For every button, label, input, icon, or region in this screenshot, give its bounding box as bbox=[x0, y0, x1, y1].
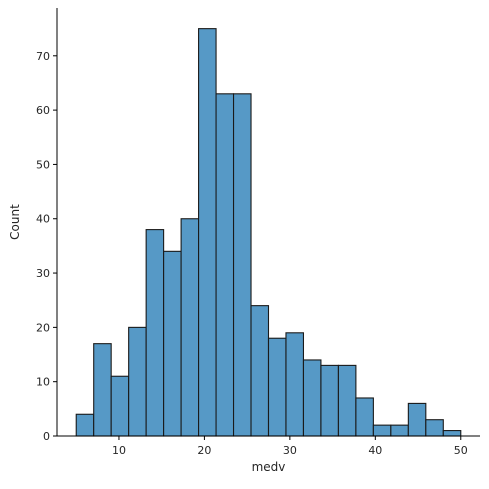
histogram-bar bbox=[302, 359, 322, 437]
x-tick-label: 50 bbox=[454, 444, 468, 457]
histogram-bar bbox=[372, 424, 392, 437]
histogram-bar bbox=[442, 430, 462, 437]
x-tick-label: 40 bbox=[368, 444, 382, 457]
y-axis-ticks: 0 10 20 30 40 50 60 70 bbox=[36, 50, 57, 443]
histogram-bar bbox=[407, 402, 427, 437]
histogram-bar bbox=[110, 375, 130, 437]
y-tick-label: 50 bbox=[36, 158, 50, 171]
histogram-bar bbox=[425, 419, 444, 437]
x-axis-label: medv bbox=[252, 460, 286, 474]
y-tick-label: 20 bbox=[36, 321, 50, 334]
histogram-bar bbox=[232, 93, 252, 437]
histogram-bar bbox=[250, 305, 270, 437]
histogram-bar bbox=[128, 326, 147, 437]
histogram-bar bbox=[75, 413, 95, 437]
histogram-bar bbox=[337, 364, 357, 437]
x-axis-ticks: 10 20 30 40 50 bbox=[112, 436, 468, 457]
histogram-bar bbox=[93, 343, 112, 437]
x-tick-label: 30 bbox=[283, 444, 297, 457]
y-tick-label: 40 bbox=[36, 213, 50, 226]
histogram-bar bbox=[198, 28, 217, 437]
histogram-bar bbox=[163, 250, 182, 437]
histogram-bar bbox=[355, 397, 374, 437]
y-tick-label: 60 bbox=[36, 104, 50, 117]
bars-group bbox=[75, 28, 462, 437]
y-tick-label: 30 bbox=[36, 267, 50, 280]
histogram-bar bbox=[215, 93, 235, 437]
y-tick-label: 10 bbox=[36, 376, 50, 389]
x-tick-label: 20 bbox=[197, 444, 211, 457]
histogram-bar bbox=[285, 332, 305, 437]
histogram-bar bbox=[390, 424, 409, 437]
y-tick-label: 0 bbox=[43, 430, 50, 443]
histogram-bar bbox=[267, 337, 287, 437]
y-axis-label: Count bbox=[8, 204, 22, 240]
histogram-bar bbox=[145, 229, 165, 437]
x-tick-label: 10 bbox=[112, 444, 126, 457]
y-tick-label: 70 bbox=[36, 50, 50, 63]
histogram-bar bbox=[320, 364, 339, 437]
histogram-bar bbox=[180, 218, 200, 437]
